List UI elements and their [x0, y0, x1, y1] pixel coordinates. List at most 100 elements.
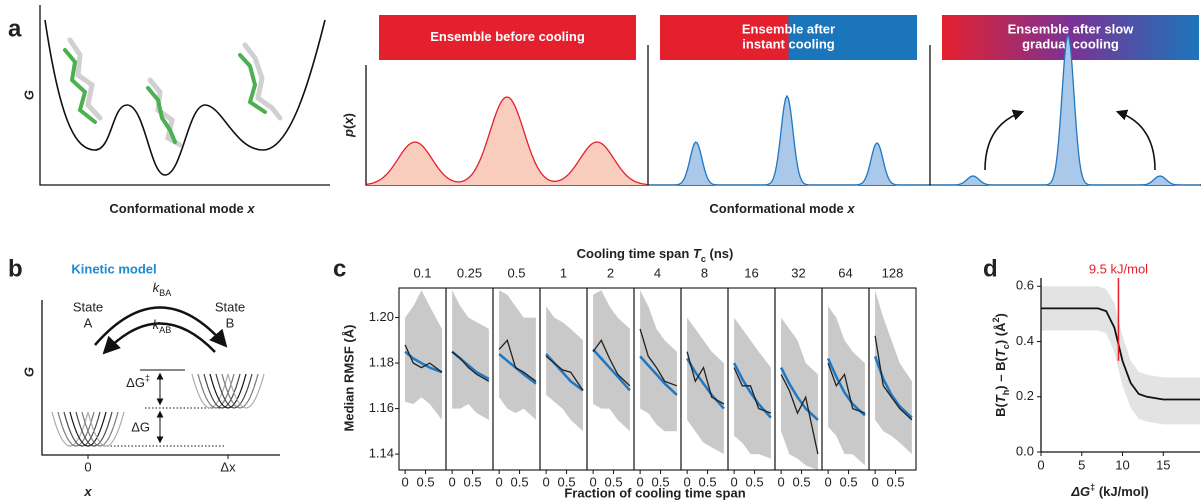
panel-label: a: [8, 15, 22, 42]
y-tick-label: 1.16: [369, 400, 394, 415]
column-label: 1: [560, 265, 567, 280]
energy-label: ΔG: [131, 419, 150, 434]
y-tick-label: 0.6: [1016, 278, 1034, 293]
x-tick-label: 0: [543, 474, 550, 489]
y-tick-label: 1.20: [369, 309, 394, 324]
text-part: x: [846, 201, 855, 216]
x-tick-label: 0: [449, 474, 456, 489]
x-axis-label: Conformational mode x: [709, 201, 855, 216]
data-line: [592, 339, 631, 387]
text-part: x: [83, 484, 92, 499]
band: [405, 290, 442, 420]
state-label: A: [84, 315, 93, 330]
x-tick-label: 0.5: [840, 474, 858, 489]
column-label: 16: [744, 265, 758, 280]
data-line: [733, 367, 772, 414]
text-part: ): [341, 113, 356, 117]
title-box: [660, 15, 917, 60]
band: [593, 290, 630, 432]
subplot-frame: [868, 287, 917, 471]
x-tick-label: 0: [872, 474, 879, 489]
text-part: c: [701, 254, 706, 264]
title-text: instant cooling: [742, 36, 835, 51]
y-tick-label: 1.14: [369, 446, 394, 461]
panel-title: Kinetic model: [71, 261, 156, 276]
column-label: 8: [701, 265, 708, 280]
well: [57, 411, 95, 447]
well: [221, 373, 259, 409]
y-axis-label: Median RMSF (Å): [341, 325, 356, 432]
text-part: Conformational mode: [109, 201, 247, 216]
column-label: 2: [607, 265, 614, 280]
title-text: Ensemble before cooling: [430, 29, 585, 44]
arrow: [984, 109, 1025, 171]
y-tick-label: 0.2: [1016, 388, 1034, 403]
text-part: 2: [991, 317, 1001, 322]
text-part: ‡: [145, 373, 150, 383]
density-curve: [649, 94, 929, 186]
chart-title: Cooling time span Tc (ns): [577, 246, 734, 264]
text-part: T: [993, 348, 1008, 357]
y-tick-label: 0.4: [1016, 333, 1034, 348]
text-part: k: [153, 280, 161, 295]
text-part: x: [246, 201, 255, 216]
rate-label: kAB: [153, 317, 172, 335]
fit-line: [639, 355, 678, 396]
data-line: [780, 374, 819, 455]
title-box: [379, 15, 636, 60]
x-tick-label: 0: [496, 474, 503, 489]
arrow: [1115, 109, 1156, 171]
band: [546, 306, 583, 432]
well: [191, 373, 229, 409]
column-label: 0.1: [413, 265, 431, 280]
panel-label: d: [983, 255, 998, 282]
fit-line: [732, 362, 772, 419]
column-label: 0.5: [507, 265, 525, 280]
annotation-label: 9.5 kJ/mol: [1089, 261, 1148, 276]
y-tick-label: 0.0: [1016, 443, 1034, 458]
x-tick-label: 0: [590, 474, 597, 489]
x-tick-label: 0.5: [605, 474, 623, 489]
well: [75, 411, 113, 447]
x-axis-label: ΔG‡ (kJ/mol): [1070, 482, 1148, 499]
arrow: [102, 322, 216, 355]
x-axis-label: x: [83, 484, 92, 499]
x-tick-label: 0.5: [793, 474, 811, 489]
x-tick-label: 0.5: [746, 474, 764, 489]
x-tick-label: 0.5: [417, 474, 435, 489]
data-line: [498, 339, 537, 382]
axes: [41, 300, 280, 456]
text-part: p: [341, 129, 356, 138]
energy-label: ΔG‡: [126, 373, 150, 390]
well: [203, 373, 241, 409]
state-label: State: [73, 299, 103, 314]
y-axis-label: G: [21, 367, 36, 377]
well: [227, 373, 265, 409]
text-part: T: [993, 394, 1008, 403]
energy-curve: [44, 19, 326, 176]
density-curve: [931, 34, 1200, 186]
x-tick-label: 15: [1156, 457, 1170, 472]
x-tick-label: 0.5: [652, 474, 670, 489]
text-part: Cooling time span: [577, 246, 693, 261]
molecule-icons: [63, 37, 283, 148]
x-tick-label: 0.5: [887, 474, 905, 489]
y-tick-label: 1.18: [369, 355, 394, 370]
text-part: AB: [159, 325, 171, 335]
text-part: B(: [993, 403, 1008, 417]
band: [452, 290, 489, 420]
well: [69, 411, 107, 447]
text-part: ‡: [1090, 482, 1095, 492]
data-line: [686, 351, 725, 405]
data-line: [545, 355, 584, 391]
x-tick-label: 0.5: [511, 474, 529, 489]
state-label: State: [215, 299, 245, 314]
well: [197, 373, 235, 409]
column-label: 4: [654, 265, 661, 280]
text-part: ) – B(: [993, 357, 1008, 390]
band: [781, 317, 818, 470]
density-curve: [366, 96, 648, 186]
panel-label: c: [333, 255, 346, 282]
band: [640, 290, 677, 432]
